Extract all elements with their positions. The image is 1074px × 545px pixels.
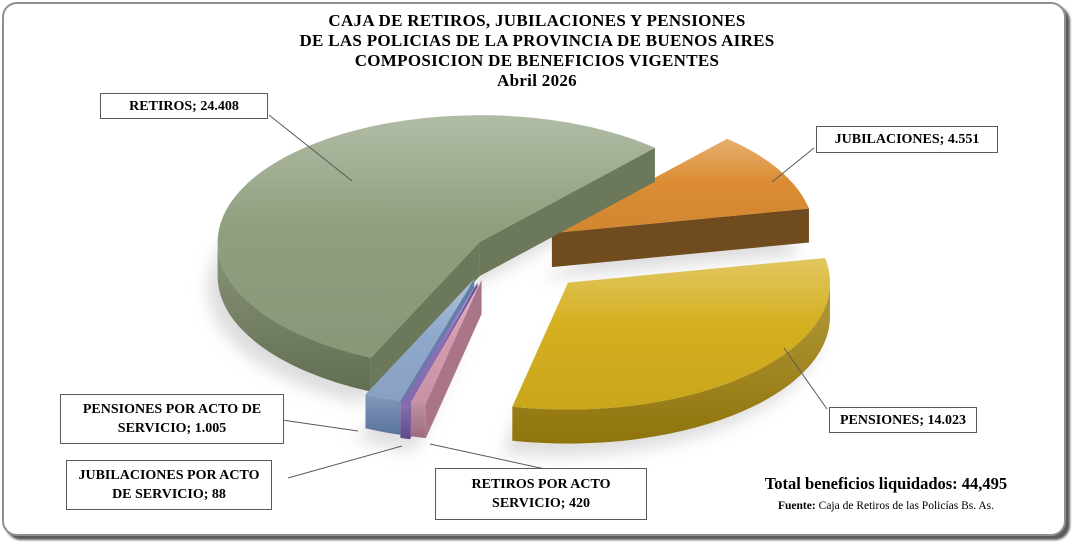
slice-jubilaciones-por-acto-de-servicio-top — [400, 282, 478, 406]
source-label: Fuente: — [777, 500, 816, 512]
pie-slices — [217, 115, 831, 444]
data-label-retiros-por-acto: RETIROS POR ACTO SERVICIO; 420 — [435, 468, 647, 520]
slice-retiros-por-acto-servicio — [410, 279, 482, 439]
leader-line-pensiones — [783, 347, 828, 410]
slice-jubilaciones-por-acto-de-servicio-side — [400, 403, 411, 440]
leader-line-retiros-por-acto-servicio — [429, 443, 546, 470]
slice-pensiones-top — [512, 257, 831, 410]
title-line-1: CAJA DE RETIROS, JUBILACIONES Y PENSIONE… — [328, 11, 746, 30]
data-label-pensiones: PENSIONES; 14.023 — [829, 407, 977, 433]
slice-pensiones-side — [512, 282, 831, 444]
source-value: Caja de Retiros de las Policías Bs. As. — [818, 500, 995, 512]
slice-retiros-por-acto-servicio-cut-start — [425, 279, 482, 439]
source-text: Fuente: Caja de Retiros de las Policías B… — [740, 500, 1032, 512]
leader-line-retiros — [268, 114, 353, 182]
slice-jubilaciones-cut-end — [551, 208, 809, 268]
leader-line-pensiones-por-acto-de-servicio — [281, 419, 359, 432]
title-line-2: DE LAS POLICIAS DE LA PROVINCIA DE BUENO… — [299, 31, 775, 50]
slice-jubilaciones-top — [551, 138, 809, 234]
slice-pensiones-por-acto-de-servicio-side — [365, 394, 401, 435]
total-benefits-text: Total beneficios liquidados: 44,495 — [764, 474, 1008, 493]
chart-title: CAJA DE RETIROS, JUBILACIONES Y PENSIONE… — [0, 11, 1074, 91]
slice-pensiones — [512, 257, 831, 444]
slice-jubilaciones — [551, 138, 809, 268]
slice-retiros — [217, 115, 655, 392]
data-label-retiros: RETIROS; 24.408 — [100, 93, 268, 119]
title-line-3: COMPOSICION DE BENEFICIOS VIGENTES — [354, 51, 720, 70]
slice-retiros-top — [217, 115, 655, 358]
title-line-4: Abril 2026 — [497, 71, 577, 90]
data-label-pensiones-por-acto: PENSIONES POR ACTO DE SERVICIO; 1.005 — [60, 394, 284, 444]
slice-retiros-por-acto-servicio-top — [410, 279, 482, 405]
slice-pensiones-por-acto-de-servicio-top — [365, 278, 475, 401]
data-label-jubilaciones-por-acto: JUBILACIONES POR ACTO DE SERVICIO; 88 — [66, 460, 272, 510]
slice-retiros-cut-start — [370, 242, 480, 392]
data-label-jubilaciones: JUBILACIONES; 4.551 — [816, 126, 998, 153]
leader-line-jubilaciones — [771, 147, 815, 183]
leader-lines — [268, 114, 828, 479]
slice-retiros-por-acto-servicio-side — [410, 402, 426, 439]
leader-line-jubilaciones-por-acto-de-servicio — [287, 445, 403, 479]
slice-retiros-side — [217, 242, 371, 392]
slice-retiros-cut-end — [479, 147, 655, 277]
